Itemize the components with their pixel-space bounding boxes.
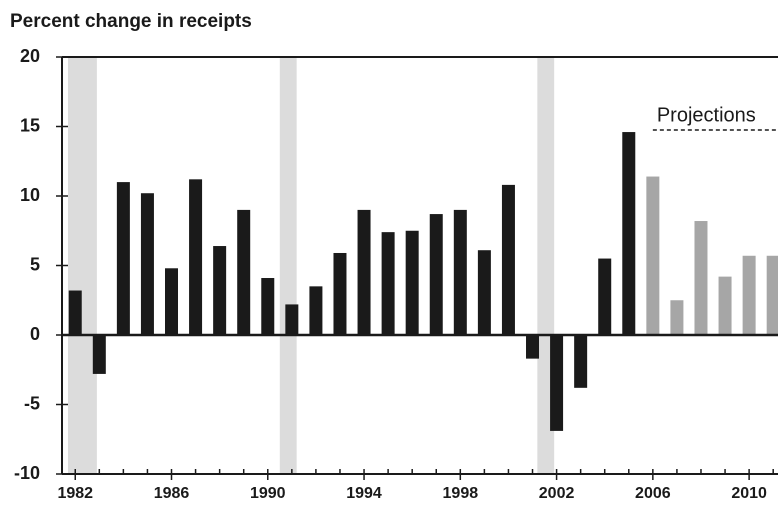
bar xyxy=(429,214,443,335)
bar xyxy=(694,221,708,335)
bar xyxy=(237,209,251,335)
bar xyxy=(261,278,275,335)
bar xyxy=(670,300,684,335)
x-tick-label: 2002 xyxy=(539,485,575,502)
bar xyxy=(526,335,540,359)
bar xyxy=(550,335,564,431)
x-tick-label: 1998 xyxy=(443,485,479,502)
y-tick-label: 5 xyxy=(30,254,40,274)
x-tick-label: 2010 xyxy=(731,485,767,502)
bar xyxy=(718,276,732,335)
bar xyxy=(501,184,515,335)
bar xyxy=(357,209,371,335)
bar xyxy=(574,335,588,388)
bar xyxy=(598,258,612,335)
recession-band xyxy=(537,57,555,474)
y-tick-label: 10 xyxy=(20,185,40,205)
bar xyxy=(646,176,660,335)
projections-label: Projections xyxy=(657,104,756,126)
y-tick-label: 15 xyxy=(20,115,40,135)
bar xyxy=(165,268,179,335)
recession-band xyxy=(68,57,97,474)
y-tick-label: -10 xyxy=(14,463,40,483)
bar xyxy=(189,179,203,335)
bar xyxy=(405,230,419,335)
x-tick-label: 1982 xyxy=(57,485,93,502)
bar xyxy=(68,290,82,335)
recession-band xyxy=(279,57,297,474)
x-tick-label: 1990 xyxy=(250,485,286,502)
chart-title: Percent change in receipts xyxy=(10,11,252,32)
bar xyxy=(116,182,130,335)
x-tick-label: 2006 xyxy=(635,485,671,502)
y-tick-label: -5 xyxy=(24,393,40,413)
bar xyxy=(333,252,347,335)
bar xyxy=(477,250,491,335)
bar xyxy=(92,335,106,374)
bar xyxy=(766,255,778,335)
x-tick-label: 1994 xyxy=(346,485,382,502)
y-tick-label: 20 xyxy=(20,46,40,66)
bar xyxy=(309,286,323,335)
bar xyxy=(742,255,756,335)
bar xyxy=(622,132,636,335)
bar xyxy=(213,246,227,335)
bar xyxy=(453,209,467,335)
y-tick-label: 0 xyxy=(30,324,40,344)
bar xyxy=(381,232,395,335)
bar xyxy=(140,193,154,335)
x-tick-label: 1986 xyxy=(154,485,190,502)
bar xyxy=(285,304,299,335)
